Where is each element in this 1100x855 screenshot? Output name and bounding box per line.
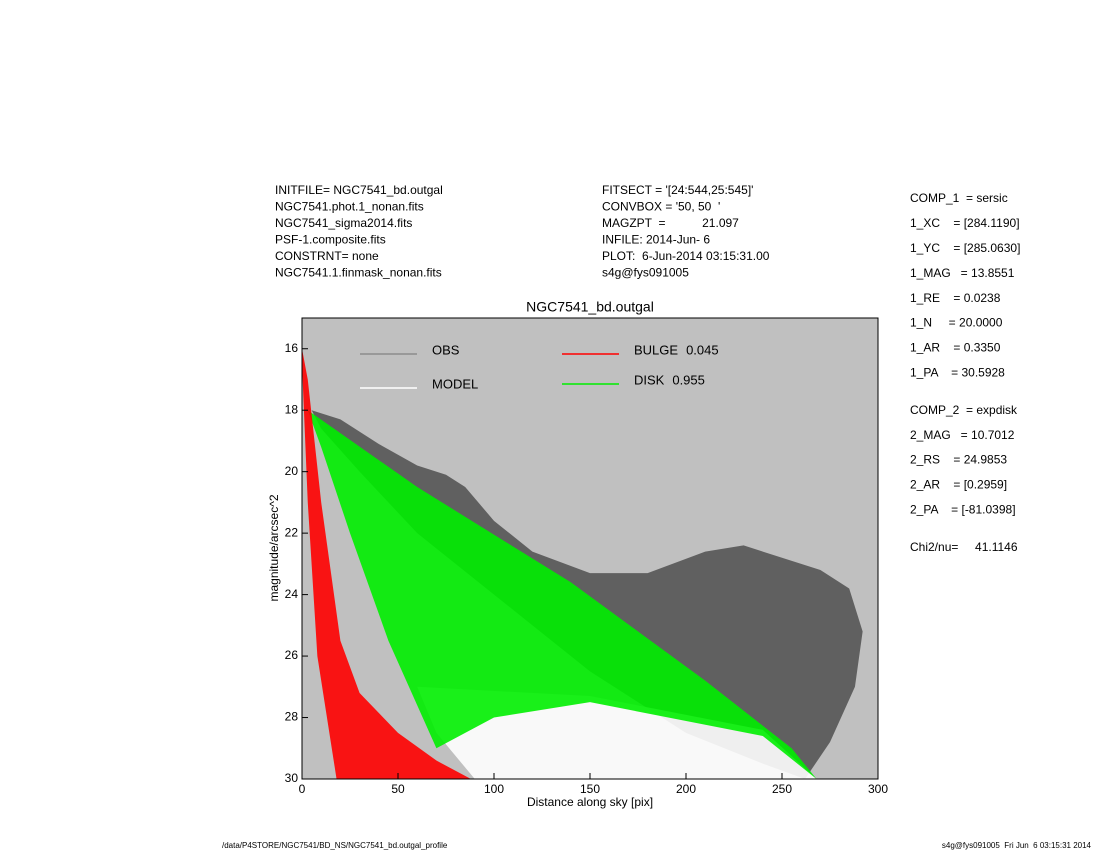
x-tick-label: 300: [868, 782, 888, 796]
point-cloud-disk: [307, 410, 817, 779]
x-axis-label: Distance along sky [pix]: [527, 795, 653, 809]
fit-parameter: 2_PA = [-81.0398]: [910, 502, 1016, 516]
header-line: NGC7541.phot.1_nonan.fits: [275, 200, 424, 214]
fit-parameter: Chi2/nu= 41.1146: [910, 540, 1018, 554]
chart-title: NGC7541_bd.outgal: [526, 299, 654, 315]
y-tick-label: 22: [285, 525, 299, 539]
y-tick-label: 18: [285, 402, 299, 416]
legend-label: DISK: [634, 372, 665, 387]
fit-parameter: 2_RS = 24.9853: [910, 453, 1007, 467]
x-tick-label: 250: [772, 782, 792, 796]
fit-parameter: 1_MAG = 13.8551: [910, 266, 1015, 280]
x-tick-label: 0: [299, 782, 306, 796]
fit-parameter: 1_N = 20.0000: [910, 316, 1003, 330]
y-tick-label: 16: [285, 341, 299, 355]
y-tick-label: 24: [285, 587, 299, 601]
header-line: s4g@fys091005: [602, 266, 689, 280]
x-tick-label: 50: [391, 782, 405, 796]
marks: [302, 348, 863, 779]
legend-fraction: 0.045: [686, 342, 719, 357]
x-tick-label: 200: [676, 782, 696, 796]
header-line: PLOT: 6-Jun-2014 03:15:31.00: [602, 249, 770, 263]
footer-path: /data/P4STORE/NGC7541/BD_NS/NGC7541_bd.o…: [222, 841, 448, 850]
y-tick-label: 30: [285, 771, 299, 785]
fit-parameter: 1_AR = 0.3350: [910, 341, 1001, 355]
fit-parameter: 1_XC = [284.1190]: [910, 216, 1020, 230]
x-tick-label: 100: [484, 782, 504, 796]
header-line: NGC7541.1.finmask_nonan.fits: [275, 266, 442, 280]
fit-parameter: 1_PA = 30.5928: [910, 365, 1005, 379]
y-tick-label: 20: [285, 464, 299, 478]
header-line: INFILE: 2014-Jun- 6: [602, 233, 710, 247]
header-line: FITSECT = '[24:544,25:545]': [602, 183, 753, 197]
legend-label: MODEL: [432, 376, 478, 391]
header-line: CONSTRNT= none: [275, 249, 379, 263]
legend-fraction: 0.955: [672, 372, 705, 387]
header-line: MAGZPT = 21.097: [602, 216, 739, 230]
legend-label: BULGE: [634, 342, 678, 357]
x-tick-label: 150: [580, 782, 600, 796]
point-cloud-bulge: [302, 348, 471, 779]
footer-stamp: s4g@fys091005 Fri Jun 6 03:15:31 2014: [942, 841, 1092, 850]
fit-parameter: COMP_1 = sersic: [910, 191, 1008, 205]
fit-parameter: 2_MAG = 10.7012: [910, 428, 1015, 442]
fit-parameter: 2_AR = [0.2959]: [910, 478, 1007, 492]
fit-parameter: 1_YC = [285.0630]: [910, 241, 1020, 255]
fit-parameter: COMP_2 = expdisk: [910, 403, 1018, 417]
y-axis-label: magnitude/arcsec^2: [267, 494, 281, 601]
header-line: PSF-1.composite.fits: [275, 233, 386, 247]
y-tick-label: 28: [285, 710, 299, 724]
y-tick-label: 26: [285, 648, 299, 662]
fit-parameter: 1_RE = 0.0238: [910, 291, 1001, 305]
header-line: NGC7541_sigma2014.fits: [275, 216, 412, 230]
legend-label: OBS: [432, 342, 460, 357]
header-line: CONVBOX = '50, 50 ': [602, 200, 720, 214]
header-line: INITFILE= NGC7541_bd.outgal: [275, 183, 443, 197]
